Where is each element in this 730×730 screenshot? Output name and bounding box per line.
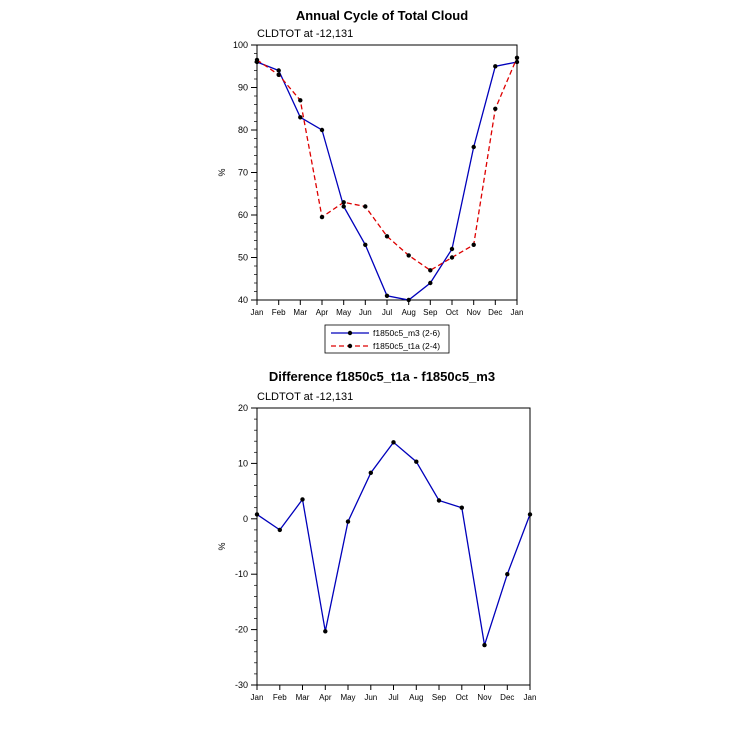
month-tick-label: Aug: [409, 693, 423, 702]
data-point: [319, 127, 325, 133]
month-tick-label: Dec: [500, 693, 514, 702]
data-point: [254, 57, 260, 63]
y-tick-label: -30: [235, 680, 248, 690]
month-tick-label: Jul: [388, 693, 398, 702]
y-tick-label: 50: [238, 253, 248, 263]
legend-marker: [347, 343, 353, 349]
month-tick-label: Nov: [477, 693, 491, 702]
month-tick-label: Jan: [511, 308, 524, 317]
month-tick-label: Oct: [446, 308, 459, 317]
month-tick-label: May: [340, 693, 355, 702]
data-point: [345, 519, 351, 524]
data-point: [514, 55, 520, 60]
data-point: [428, 268, 433, 273]
data-point: [505, 572, 510, 577]
y-tick-label: 90: [238, 83, 248, 93]
data-point: [384, 234, 390, 239]
y-tick-label: 70: [238, 168, 248, 178]
month-tick-label: May: [336, 308, 351, 317]
month-tick-label: Apr: [319, 693, 332, 702]
month-tick-label: Jan: [251, 308, 264, 317]
data-point: [341, 200, 346, 205]
data-point: [363, 204, 368, 209]
data-point: [319, 214, 325, 220]
data-point: [298, 115, 303, 120]
data-point: [471, 144, 476, 150]
data-point: [300, 497, 305, 502]
y-tick-label: 20: [238, 403, 248, 413]
legend-marker: [347, 330, 353, 336]
month-tick-label: Oct: [456, 693, 469, 702]
y-tick-label: 0: [243, 514, 248, 524]
month-tick-label: Jan: [251, 693, 264, 702]
data-point: [471, 242, 476, 247]
y-tick-label: 40: [238, 295, 248, 305]
annual-cycle-title: Annual Cycle of Total Cloud: [295, 8, 469, 23]
data-point: [514, 59, 520, 65]
difference-subtitle: CLDTOT at -12,131: [257, 391, 354, 403]
data-point: [428, 280, 433, 286]
data-point: [459, 505, 464, 510]
y-tick-label: -10: [235, 569, 248, 579]
data-point: [406, 297, 411, 303]
legend-label: f1850c5_m3 (2-6): [373, 328, 440, 338]
series-line-0: [256, 61, 518, 301]
y-axis-label: %: [217, 168, 227, 176]
y-tick-label: -20: [235, 625, 248, 635]
data-point: [254, 512, 260, 517]
data-point: [276, 72, 281, 78]
data-point: [436, 498, 442, 503]
y-tick-label: 10: [238, 458, 248, 468]
data-point: [406, 253, 411, 258]
data-point: [384, 293, 390, 298]
y-tick-label: 100: [233, 40, 248, 50]
difference-title: Difference f1850c5_t1a - f1850c5_m3: [268, 369, 496, 384]
data-point: [363, 242, 368, 247]
data-point: [341, 204, 346, 209]
month-tick-label: Dec: [488, 308, 502, 317]
month-tick-label: Nov: [467, 308, 481, 317]
data-point: [368, 470, 373, 475]
month-tick-label: Sep: [432, 693, 447, 702]
month-tick-label: Jun: [364, 693, 377, 702]
plot-frame: [256, 44, 518, 301]
data-point: [527, 512, 533, 517]
month-tick-label: Apr: [316, 308, 329, 317]
month-tick-label: Mar: [296, 693, 310, 702]
data-point: [277, 527, 282, 533]
annual-cycle-subtitle: CLDTOT at -12,131: [257, 28, 354, 40]
month-tick-label: Jan: [524, 693, 537, 702]
plot-frame: [256, 407, 531, 686]
y-axis-label: %: [217, 542, 227, 550]
data-point: [414, 459, 419, 464]
data-point: [493, 64, 498, 69]
data-point: [276, 68, 281, 73]
data-point: [298, 98, 303, 103]
month-tick-label: Jun: [359, 308, 372, 317]
annual-cycle-chart: 40 50 60 70 80 90 100 Jan Feb Mar Apr May Jun Jul Aug S…: [217, 40, 524, 354]
month-tick-label: Feb: [273, 693, 287, 702]
month-tick-label: Sep: [423, 308, 438, 317]
data-point: [449, 255, 455, 260]
legend-label: f1850c5_t1a (2-4): [373, 341, 440, 351]
month-tick-label: Feb: [272, 308, 286, 317]
month-tick-label: Mar: [293, 308, 307, 317]
y-tick-label: 80: [238, 125, 248, 135]
data-point: [323, 629, 328, 634]
y-tick-label: 60: [238, 210, 248, 220]
legend-box: [324, 324, 450, 354]
series-line-0: [256, 441, 531, 646]
data-point: [482, 642, 487, 648]
month-tick-label: Jul: [382, 308, 392, 317]
month-tick-label: Aug: [402, 308, 416, 317]
data-point: [449, 246, 455, 252]
data-point: [391, 440, 396, 445]
difference-chart: -30 -20 -10 0 10 20 Jan Feb Mar Apr May Jun Jul Aug Se…: [217, 403, 537, 702]
data-point: [493, 106, 498, 112]
